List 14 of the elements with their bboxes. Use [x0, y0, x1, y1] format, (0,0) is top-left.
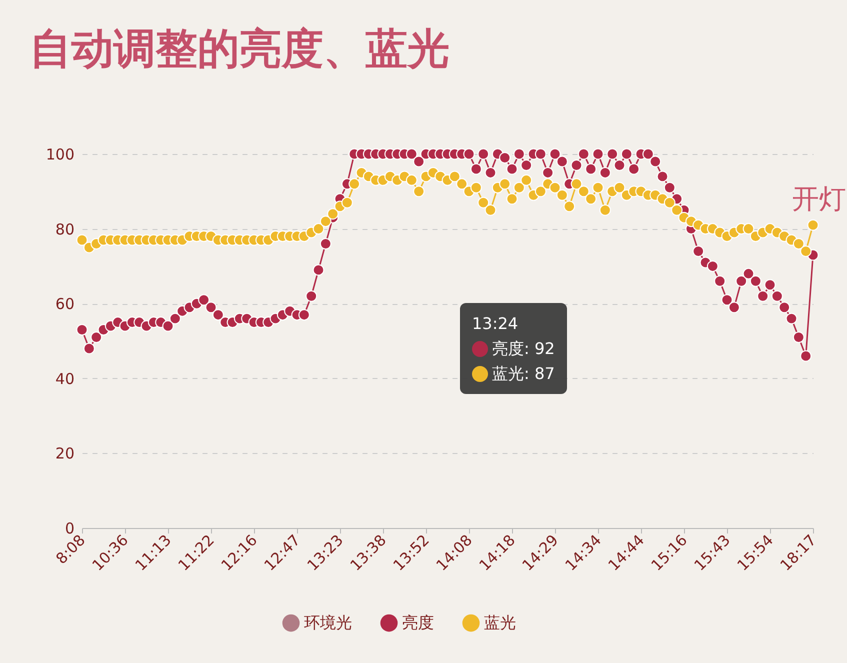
y-tick-label: 100: [46, 146, 74, 164]
legend-label: 蓝光: [484, 613, 516, 632]
annotation: 蓝光: 87: [491, 363, 555, 385]
chart-title: 自动调整的亮度、蓝光: [29, 24, 450, 73]
y-tick-label: 80: [55, 220, 74, 238]
annotation: 开灯: [792, 184, 846, 215]
y-tick-label: 0: [64, 520, 74, 538]
legend-label: 亮度: [402, 613, 434, 632]
annotation: 13:24: [472, 313, 520, 335]
legend-label: 环境光: [304, 613, 352, 632]
y-tick-label: 40: [55, 370, 74, 388]
y-tick-label: 60: [55, 295, 74, 314]
annotation: 亮度: 92: [491, 338, 555, 360]
y-tick-label: 20: [55, 444, 74, 463]
